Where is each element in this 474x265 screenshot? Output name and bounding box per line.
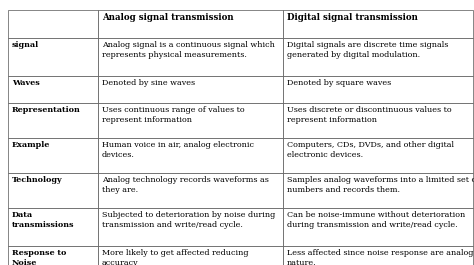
Bar <box>283 103 473 138</box>
Text: Example: Example <box>12 141 50 149</box>
Bar <box>8 76 98 103</box>
Bar <box>98 76 283 103</box>
Text: Representation: Representation <box>12 106 81 114</box>
Bar <box>98 208 283 246</box>
Bar <box>98 10 283 38</box>
Bar <box>8 138 98 173</box>
Bar <box>8 10 98 38</box>
Text: Can be noise-immune without deterioration
during transmission and write/read cyc: Can be noise-immune without deterioratio… <box>287 211 465 229</box>
Text: Waves: Waves <box>12 79 40 87</box>
Bar <box>98 138 283 173</box>
Bar <box>283 76 473 103</box>
Text: Computers, CDs, DVDs, and other digital
electronic devices.: Computers, CDs, DVDs, and other digital … <box>287 141 454 159</box>
Bar <box>283 208 473 246</box>
Bar <box>98 103 283 138</box>
Text: Digital signal transmission: Digital signal transmission <box>287 13 418 22</box>
Text: Less affected since noise response are analog in
nature.: Less affected since noise response are a… <box>287 249 474 265</box>
Text: Uses discrete or discontinuous values to
represent information: Uses discrete or discontinuous values to… <box>287 106 452 124</box>
Bar <box>98 173 283 208</box>
Bar <box>283 138 473 173</box>
Text: Denoted by sine waves: Denoted by sine waves <box>102 79 195 87</box>
Bar <box>8 38 98 76</box>
Text: Analog signal transmission: Analog signal transmission <box>102 13 234 22</box>
Text: Denoted by square waves: Denoted by square waves <box>287 79 391 87</box>
Text: Subjected to deterioration by noise during
transmission and write/read cycle.: Subjected to deterioration by noise duri… <box>102 211 275 229</box>
Text: Samples analog waveforms into a limited set of
numbers and records them.: Samples analog waveforms into a limited … <box>287 176 474 194</box>
Text: Analog signal is a continuous signal which
represents physical measurements.: Analog signal is a continuous signal whi… <box>102 41 275 59</box>
Bar <box>8 173 98 208</box>
Text: Response to
Noise: Response to Noise <box>12 249 66 265</box>
Text: Analog technology records waveforms as
they are.: Analog technology records waveforms as t… <box>102 176 269 194</box>
Text: Technology: Technology <box>12 176 63 184</box>
Bar <box>98 246 283 265</box>
Bar <box>283 173 473 208</box>
Text: Uses continuous range of values to
represent information: Uses continuous range of values to repre… <box>102 106 245 124</box>
Bar <box>98 38 283 76</box>
Text: More likely to get affected reducing
accuracy: More likely to get affected reducing acc… <box>102 249 248 265</box>
Bar <box>283 38 473 76</box>
Text: signal: signal <box>12 41 39 49</box>
Text: Digital signals are discrete time signals
generated by digital modulation.: Digital signals are discrete time signal… <box>287 41 448 59</box>
Bar <box>8 103 98 138</box>
Bar <box>8 246 98 265</box>
Bar <box>8 208 98 246</box>
Text: Data
transmissions: Data transmissions <box>12 211 74 229</box>
Bar <box>283 246 473 265</box>
Text: Human voice in air, analog electronic
devices.: Human voice in air, analog electronic de… <box>102 141 254 159</box>
Bar <box>283 10 473 38</box>
